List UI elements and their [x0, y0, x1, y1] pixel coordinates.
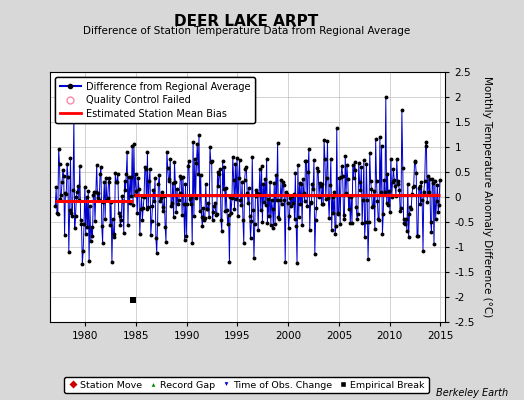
Legend: Station Move, Record Gap, Time of Obs. Change, Empirical Break: Station Move, Record Gap, Time of Obs. C… — [64, 377, 429, 393]
Text: Difference of Station Temperature Data from Regional Average: Difference of Station Temperature Data f… — [83, 26, 410, 36]
Text: Berkeley Earth: Berkeley Earth — [436, 388, 508, 398]
Text: DEER LAKE ARPT: DEER LAKE ARPT — [174, 14, 319, 29]
Y-axis label: Monthly Temperature Anomaly Difference (°C): Monthly Temperature Anomaly Difference (… — [482, 76, 492, 318]
Legend: Difference from Regional Average, Quality Control Failed, Estimated Station Mean: Difference from Regional Average, Qualit… — [54, 77, 255, 123]
